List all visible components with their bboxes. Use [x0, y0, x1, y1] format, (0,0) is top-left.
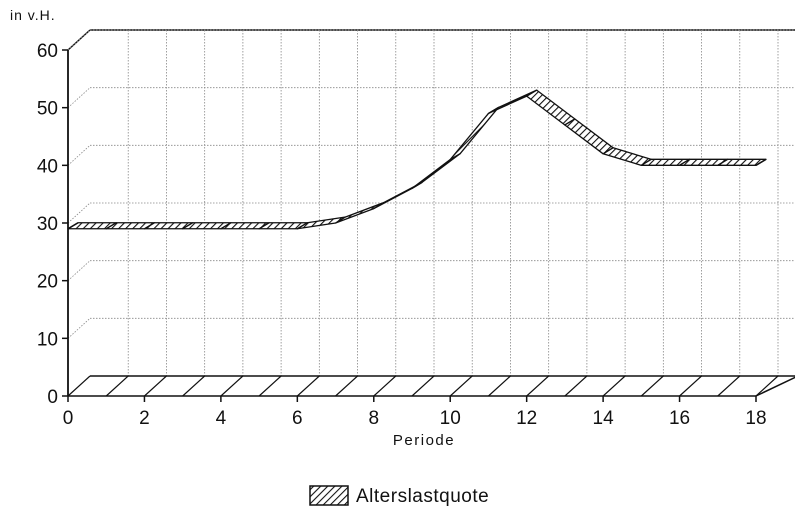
legend-swatch-alterslastquote: [309, 485, 349, 506]
x-tick-label: 12: [516, 408, 537, 429]
floor-hatch: [220, 375, 244, 397]
series-segment: [487, 89, 538, 115]
y-tick-label: 40: [37, 156, 58, 177]
legend-label-alterslastquote: Alterslastquote: [356, 486, 489, 507]
floor-hatch: [755, 375, 779, 397]
series-segment: [717, 158, 767, 166]
x-tick-label: 0: [63, 408, 74, 429]
floor-hatch: [335, 375, 358, 397]
floor-hatch: [564, 375, 588, 397]
floor-hatch: [679, 375, 702, 397]
x-tick-label: 8: [368, 408, 379, 429]
y-tick-label: 60: [37, 41, 58, 62]
series-segment: [449, 106, 500, 161]
floor-hatch: [373, 375, 397, 397]
series-band: [67, 89, 767, 230]
series-cap-start: [67, 222, 79, 230]
series-cap-end: [755, 158, 767, 166]
side-wall-line: [67, 29, 91, 51]
side-wall-line: [67, 145, 91, 166]
floor-hatch: [449, 375, 473, 397]
x-tick-label: 2: [139, 408, 150, 429]
unit-label: in v.H.: [10, 7, 56, 23]
side-wall-line: [67, 318, 91, 339]
y-tick-label: 50: [37, 99, 58, 120]
floor-hatch: [526, 375, 550, 397]
series-segment: [411, 152, 461, 190]
floor-hatch: [488, 375, 511, 397]
side-wall-line: [67, 260, 91, 281]
series-segment: [334, 201, 385, 224]
side-wall-line: [67, 202, 91, 224]
x-tick-label: 10: [440, 408, 461, 429]
axes: [62, 49, 757, 402]
y-tick-label: 20: [37, 272, 58, 293]
side-wall-line: [67, 87, 91, 108]
grid: [67, 29, 795, 376]
floor-hatch: [296, 375, 320, 397]
series-segment: [602, 147, 652, 166]
y-tick-label: 0: [47, 387, 58, 408]
legend: Alterslastquote: [309, 485, 489, 507]
x-tick-label: 16: [669, 408, 690, 429]
chart-floor: [67, 375, 795, 397]
floor-hatch: [182, 375, 206, 397]
floor-hatch: [411, 375, 435, 397]
x-tick-label: 6: [292, 408, 303, 429]
tick-labels: 0 10 20 30 40 50 60 0 2 4 6 8 10 12 14 16 18: [37, 41, 767, 429]
floor-hatch: [640, 375, 664, 397]
y-tick-label: 30: [37, 214, 58, 235]
x-axis-title: Periode: [393, 432, 455, 449]
x-tick-label: 14: [593, 408, 615, 429]
floor-hatch: [105, 375, 129, 397]
series-segment: [526, 89, 576, 126]
series-segment: [564, 118, 614, 155]
y-tick-label: 10: [37, 329, 58, 350]
floor-hatch: [717, 375, 741, 397]
floor-right-edge: [755, 376, 795, 397]
floor-hatch: [67, 375, 91, 397]
floor-hatch: [602, 375, 626, 397]
x-tick-label: 18: [745, 408, 766, 429]
floor-hatch: [144, 375, 167, 397]
x-tick-label: 4: [216, 408, 227, 429]
floor-hatch: [258, 375, 282, 397]
